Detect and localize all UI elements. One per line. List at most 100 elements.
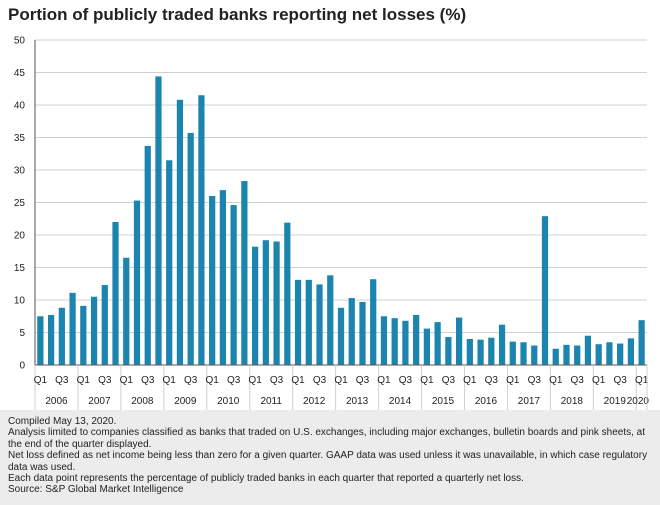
bar: [380, 316, 388, 365]
bar: [606, 342, 613, 365]
bar: [262, 240, 269, 365]
x-tick-label: Q3: [485, 375, 499, 386]
x-tick-label: Q1: [291, 375, 305, 386]
x-tick-label: Q3: [141, 375, 155, 386]
bar: [445, 337, 452, 365]
x-year-label: 2007: [88, 396, 111, 407]
x-tick-label: Q1: [420, 375, 434, 386]
bar: [112, 222, 119, 365]
bar: [348, 298, 355, 365]
x-tick-label: Q1: [506, 375, 520, 386]
bar: [144, 145, 151, 365]
bar: [80, 305, 87, 365]
x-year-label: 2019: [604, 396, 627, 407]
x-tick-label: Q1: [163, 375, 177, 386]
x-tick-label: Q1: [120, 375, 134, 386]
bar: [327, 275, 334, 365]
note-compiled: Compiled May 13, 2020.: [8, 416, 117, 427]
y-tick-label: 10: [14, 296, 26, 307]
note-definition: Net loss defined as net income being les…: [8, 450, 648, 473]
bar: [230, 205, 237, 365]
bar: [101, 285, 108, 365]
bar: [37, 316, 44, 365]
note-scope: Analysis limited to companies classified…: [8, 427, 646, 450]
bar: [359, 301, 366, 365]
y-tick-label: 35: [14, 133, 26, 144]
bar: [466, 339, 473, 365]
bar: [574, 345, 581, 365]
bar: [509, 341, 516, 365]
notes-panel: [0, 410, 660, 505]
bar: [316, 284, 323, 365]
x-year-label: 2008: [131, 396, 154, 407]
x-year-label: 2016: [475, 396, 498, 407]
bar: [133, 200, 141, 365]
bar: [58, 307, 65, 365]
bar: [627, 338, 635, 365]
x-tick-label: Q3: [184, 375, 198, 386]
bar: [241, 181, 248, 365]
bar: [370, 279, 377, 365]
x-tick-label: Q1: [77, 375, 91, 386]
bar: [423, 328, 431, 365]
x-tick-label: Q3: [528, 375, 542, 386]
bar: [563, 344, 570, 365]
bar: [69, 292, 76, 365]
y-tick-label: 30: [14, 166, 26, 177]
x-tick-label: Q3: [270, 375, 284, 386]
x-tick-label: Q1: [592, 375, 606, 386]
bar: [284, 222, 291, 365]
x-tick-label: Q1: [34, 375, 48, 386]
bar: [187, 132, 194, 365]
x-year-label: 2006: [45, 396, 68, 407]
note-source: Source: S&P Global Market Intelligence: [8, 484, 184, 496]
bar: [209, 196, 216, 365]
bar-chart: 0 5 10 15 20 25 30 35 40 45 50 Q1 Q3 2006 Q1 Q3 2007 Q1 Q3…: [14, 36, 649, 410]
bar: [584, 335, 592, 365]
chart-title: Portion of publicly traded banks reporti…: [8, 5, 467, 24]
bar: [520, 342, 527, 365]
x-tick-label: Q1: [463, 375, 477, 386]
x-year-label: 2011: [260, 396, 282, 407]
x-year-label: 2012: [303, 396, 326, 407]
x-tick-label: Q1: [205, 375, 219, 386]
bar: [595, 344, 602, 365]
x-tick-label: Q1: [549, 375, 563, 386]
bar: [531, 345, 538, 365]
bar: [477, 339, 484, 365]
y-tick-label: 5: [19, 328, 25, 339]
x-year-label: 2018: [561, 396, 584, 407]
x-tick-label: Q3: [55, 375, 69, 386]
bar: [305, 279, 312, 365]
x-tick-label: Q3: [399, 375, 413, 386]
bar: [391, 318, 398, 365]
x-tick-label: Q3: [98, 375, 112, 386]
bar: [488, 337, 495, 365]
y-tick-label: 25: [14, 198, 26, 209]
bar: [413, 314, 420, 365]
bar: [155, 76, 162, 366]
bar: [638, 320, 645, 365]
bar: [337, 307, 345, 365]
bar: [198, 95, 205, 365]
y-tick-label: 50: [14, 36, 26, 47]
y-tick-label: 20: [14, 231, 26, 242]
x-year-label: 2014: [389, 396, 412, 407]
x-tick-label: Q3: [313, 375, 327, 386]
axes: 0 5 10 15 20 25 30 35 40 45 50 Q1 Q3 2006 Q1 Q3 2007 Q1 Q3…: [14, 36, 649, 410]
bar: [90, 296, 98, 365]
bar: [552, 348, 559, 365]
bar: [166, 160, 173, 365]
bar: [541, 216, 549, 365]
bar: [176, 99, 184, 366]
x-year-label: 2013: [346, 396, 369, 407]
bar: [617, 343, 624, 365]
x-tick-label: Q1: [334, 375, 348, 386]
bar: [402, 320, 409, 365]
bar: [498, 324, 506, 365]
y-tick-label: 15: [14, 263, 26, 274]
bar: [434, 322, 441, 365]
bar: [219, 190, 227, 365]
x-tick-label: Q1: [635, 375, 649, 386]
